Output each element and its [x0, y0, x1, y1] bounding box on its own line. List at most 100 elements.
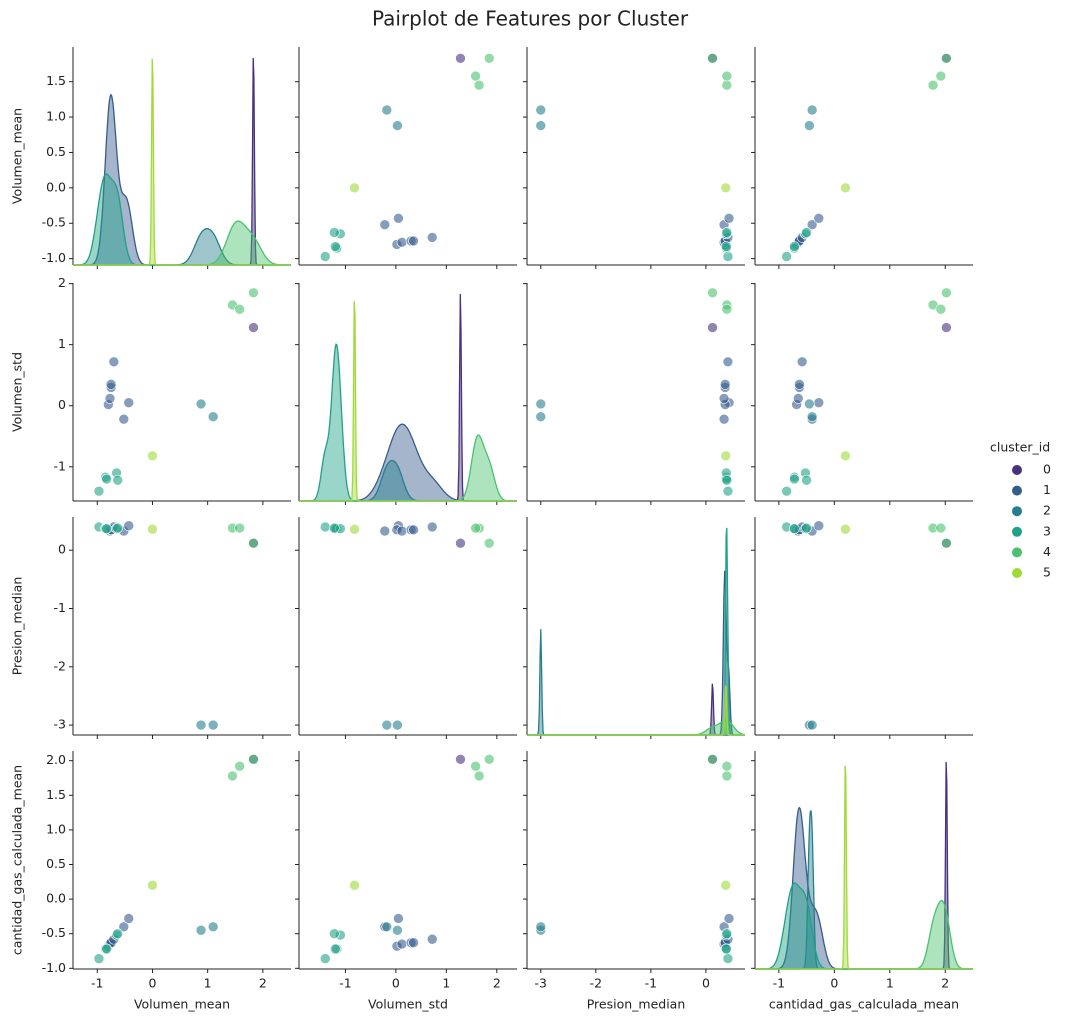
y-tick-label: -1	[54, 458, 66, 473]
point	[101, 473, 112, 485]
point	[806, 219, 818, 230]
point	[207, 719, 219, 731]
point	[147, 450, 158, 462]
point	[105, 379, 117, 390]
x-tick-label: -1	[339, 976, 351, 991]
point	[470, 522, 481, 534]
y-tick-label: -2	[54, 658, 66, 673]
y-tick-label: 0.5	[46, 144, 66, 159]
point	[379, 219, 391, 230]
point	[535, 104, 547, 116]
point	[329, 928, 340, 940]
point	[792, 393, 804, 404]
point	[393, 913, 404, 924]
y-tick-label: 1.0	[46, 821, 66, 836]
legend-marker	[1012, 526, 1022, 537]
point	[319, 953, 331, 964]
kde-area	[527, 570, 745, 735]
point	[330, 241, 341, 252]
x-tick-label: 2	[493, 976, 501, 991]
point	[112, 522, 124, 534]
point	[483, 53, 495, 64]
point	[408, 235, 419, 247]
point	[227, 770, 238, 782]
point	[207, 411, 219, 423]
point	[330, 943, 341, 955]
point	[789, 241, 800, 252]
point	[722, 485, 734, 497]
point	[720, 450, 732, 462]
point	[455, 754, 466, 765]
y-axis-label: Volumen_mean	[10, 108, 25, 204]
point	[801, 474, 812, 486]
point	[319, 521, 331, 533]
point	[455, 53, 466, 64]
point	[123, 913, 135, 924]
point	[723, 913, 735, 924]
point	[112, 474, 124, 486]
x-tick-label: -1	[773, 976, 785, 991]
point	[195, 924, 207, 936]
point	[329, 227, 340, 238]
x-tick-label: -1	[645, 976, 657, 991]
point	[392, 719, 403, 731]
kde-area	[755, 807, 973, 969]
point	[101, 943, 112, 955]
point	[248, 322, 259, 333]
legend-label: 3	[1043, 523, 1051, 538]
kde-area	[299, 435, 517, 501]
point	[781, 251, 792, 262]
y-tick-label: 0	[58, 542, 66, 557]
point	[248, 287, 259, 299]
x-tick-label: 0	[830, 976, 838, 991]
point	[721, 760, 733, 772]
point	[123, 397, 135, 408]
point	[104, 393, 116, 404]
x-axis-label: Volumen_mean	[134, 997, 230, 1012]
point	[101, 523, 112, 534]
point	[123, 520, 135, 532]
point	[719, 379, 731, 390]
kde-area	[73, 174, 291, 265]
legend-marker	[1012, 485, 1022, 496]
point	[396, 938, 408, 950]
point	[801, 227, 812, 238]
point	[381, 104, 393, 116]
legend-marker	[1012, 506, 1022, 517]
y-axis-label: Volumen_std	[10, 352, 25, 432]
y-tick-label: 1.5	[46, 787, 66, 802]
point	[147, 879, 158, 891]
y-tick-label: -0.5	[42, 215, 66, 230]
y-tick-label: 0.0	[46, 891, 66, 906]
point	[349, 182, 360, 194]
point	[118, 921, 130, 933]
legend-label: 5	[1043, 565, 1051, 580]
x-tick-label: -1	[91, 976, 103, 991]
point	[801, 522, 812, 534]
legend-marker	[1012, 465, 1022, 475]
point	[426, 232, 438, 243]
point	[195, 719, 207, 731]
x-tick-label: 1	[204, 976, 212, 991]
x-tick-label: 1	[886, 976, 894, 991]
x-tick-label: -2	[590, 976, 602, 991]
point	[927, 79, 939, 91]
point	[718, 393, 730, 404]
y-axis-label: Presion_median	[10, 577, 25, 676]
legend-label: 0	[1043, 462, 1051, 477]
y-tick-label: -1	[54, 600, 66, 615]
point	[379, 525, 391, 537]
x-axis-label: Presion_median	[587, 997, 686, 1012]
point	[393, 212, 404, 224]
point	[470, 760, 481, 772]
point	[789, 473, 800, 485]
point	[813, 520, 825, 532]
point	[93, 953, 105, 964]
point	[408, 524, 419, 536]
point	[718, 413, 730, 425]
point	[473, 79, 485, 91]
point	[813, 397, 825, 408]
point	[707, 287, 718, 299]
kde-area	[755, 810, 973, 969]
y-tick-label: 1	[58, 336, 66, 351]
